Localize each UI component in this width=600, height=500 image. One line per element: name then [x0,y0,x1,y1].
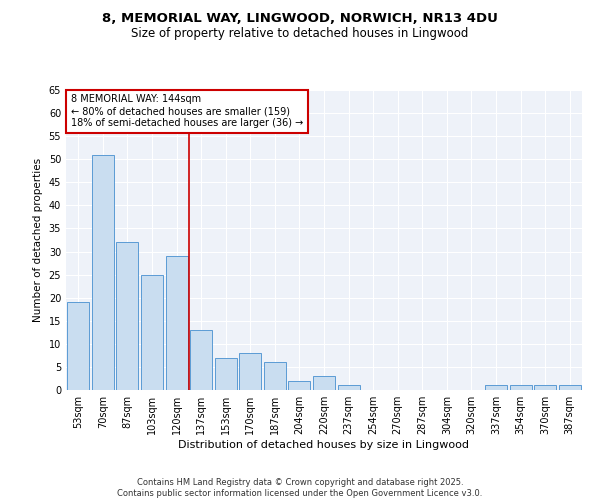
Y-axis label: Number of detached properties: Number of detached properties [33,158,43,322]
Bar [313,376,335,390]
Text: 8, MEMORIAL WAY, LINGWOOD, NORWICH, NR13 4DU: 8, MEMORIAL WAY, LINGWOOD, NORWICH, NR13… [102,12,498,26]
Text: 8 MEMORIAL WAY: 144sqm
← 80% of detached houses are smaller (159)
18% of semi-de: 8 MEMORIAL WAY: 144sqm ← 80% of detached… [71,94,304,128]
Bar [215,358,237,390]
Bar [509,386,532,390]
X-axis label: Distribution of detached houses by size in Lingwood: Distribution of detached houses by size … [179,440,470,450]
Bar [485,386,507,390]
Bar [116,242,139,390]
Bar [92,154,114,390]
Bar [67,302,89,390]
Bar [338,386,359,390]
Text: Contains HM Land Registry data © Crown copyright and database right 2025.
Contai: Contains HM Land Registry data © Crown c… [118,478,482,498]
Bar [289,381,310,390]
Bar [559,386,581,390]
Bar [264,362,286,390]
Bar [534,386,556,390]
Bar [166,256,188,390]
Bar [239,353,262,390]
Bar [190,330,212,390]
Bar [141,274,163,390]
Text: Size of property relative to detached houses in Lingwood: Size of property relative to detached ho… [131,28,469,40]
